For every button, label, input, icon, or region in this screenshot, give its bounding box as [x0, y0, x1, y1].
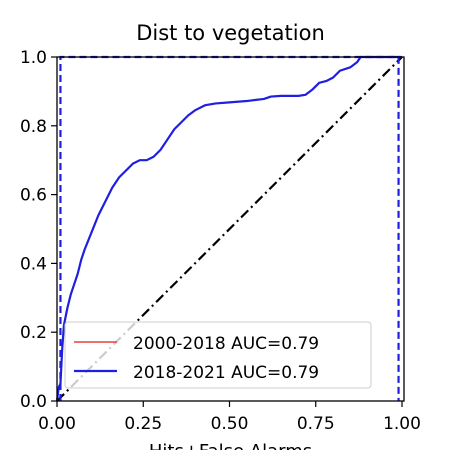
- legend-box: [64, 321, 372, 389]
- x-tick-label: 0.50: [211, 414, 249, 434]
- bound-dashed-line: [59, 55, 400, 401]
- legend-entry: 2018-2021 AUC=0.79: [133, 363, 319, 383]
- legend: 2000-2018 AUC=0.79 2018-2021 AUC=0.79: [64, 321, 372, 389]
- y-tick-label: 0.2: [20, 323, 47, 343]
- legend-entry: 2000-2018 AUC=0.79: [133, 334, 319, 354]
- x-tick-label: 0.25: [124, 414, 162, 434]
- y-tick-label: 0.4: [20, 254, 47, 274]
- plot-frame: [56, 56, 405, 402]
- x-tick-label: 0.75: [297, 414, 335, 434]
- y-tick-label: 0.6: [20, 186, 47, 206]
- y-tick-label: 1.0: [20, 48, 47, 68]
- y-tick-label: 0.0: [20, 392, 47, 412]
- chart-title: Dist to vegetation: [136, 21, 325, 45]
- x-tick-label: 0.00: [38, 414, 76, 434]
- series-line-2018-2021: [55, 55, 402, 402]
- x-axis-label: Hits+False Alarms: [149, 441, 312, 450]
- y-tick-label: 0.8: [20, 117, 47, 137]
- x-tick-label: 1.00: [383, 414, 421, 434]
